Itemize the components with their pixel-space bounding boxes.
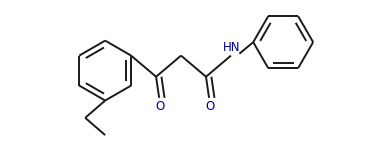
Text: HN: HN (223, 41, 240, 54)
Text: O: O (155, 100, 164, 113)
Text: O: O (205, 100, 214, 113)
